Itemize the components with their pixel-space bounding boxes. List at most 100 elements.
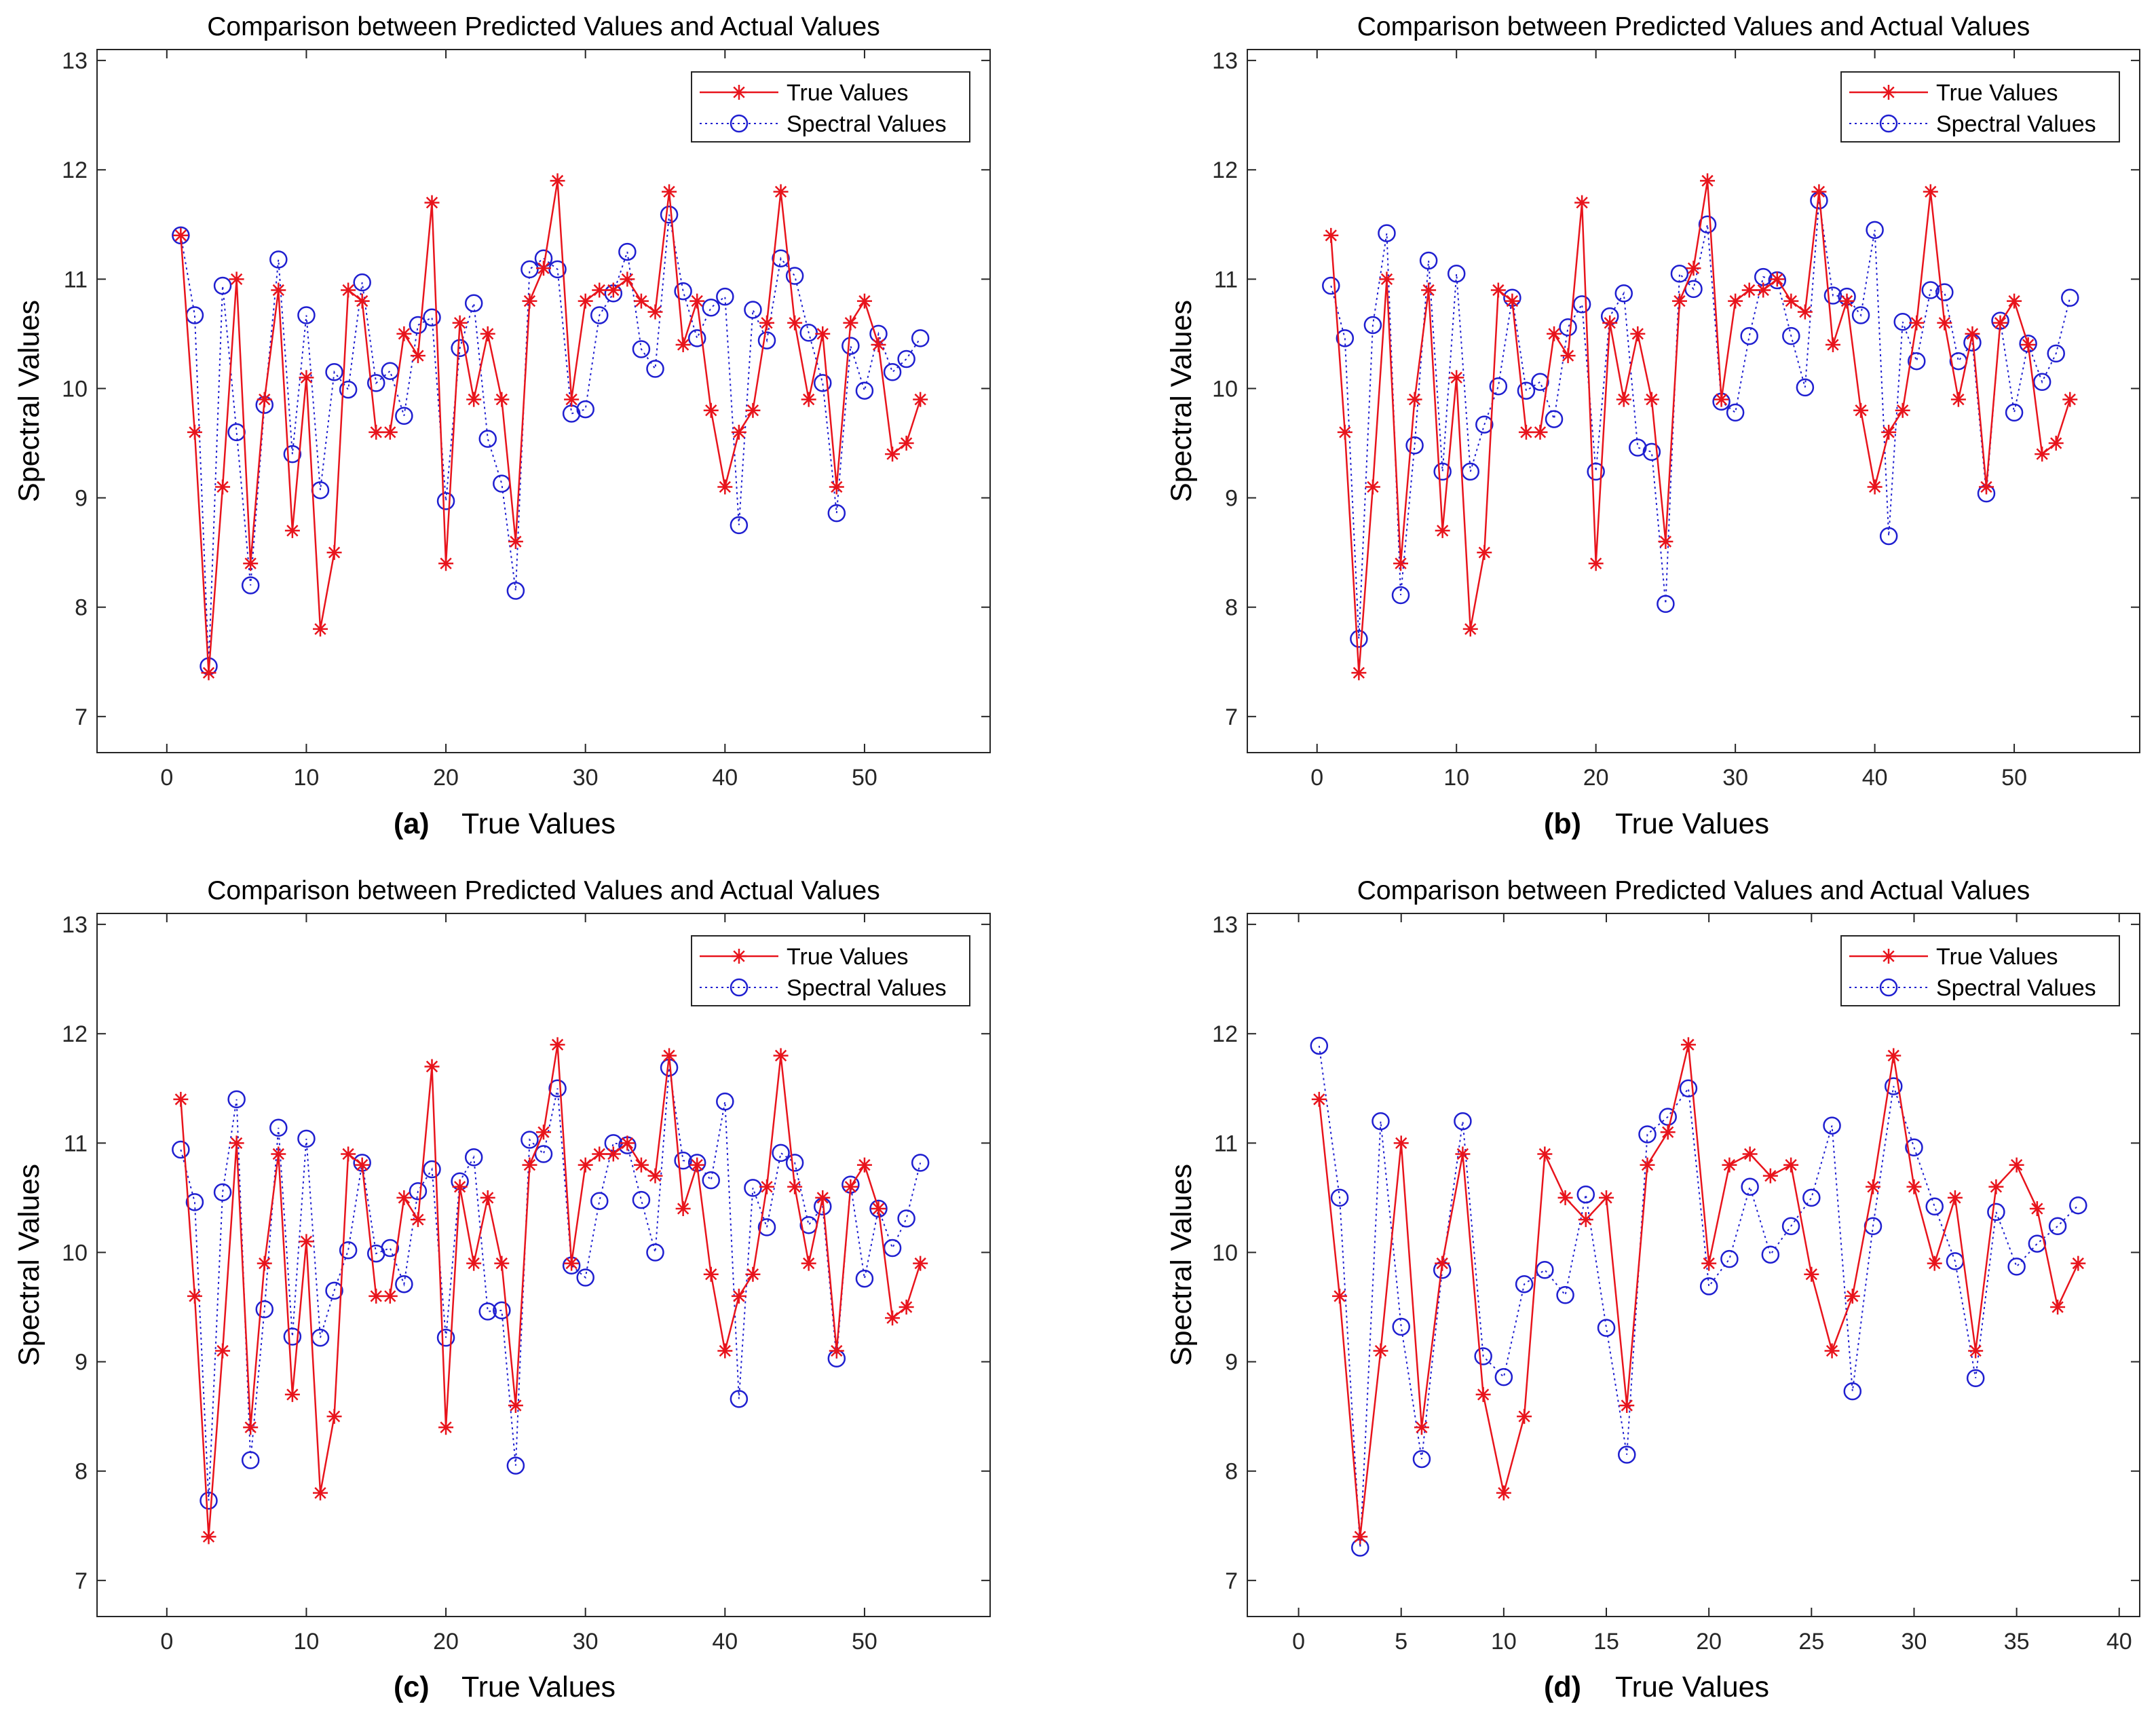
true-value-point	[2070, 1255, 2086, 1271]
spectral-value-point	[1720, 1249, 1739, 1268]
true-value-point	[787, 315, 803, 330]
true-value-point	[1644, 392, 1659, 407]
true-value-point	[341, 282, 356, 298]
spectral-value-point	[436, 492, 455, 510]
x-tick-label: 50	[852, 765, 877, 791]
spectral-value-point	[1638, 1125, 1657, 1144]
spectral-value-point	[1670, 265, 1689, 283]
spectral-value-point	[716, 1092, 734, 1111]
true-value-point	[1560, 348, 1576, 364]
spectral-value-point	[883, 363, 902, 381]
true-value-point	[1839, 293, 1855, 309]
spectral-value-point	[478, 430, 497, 448]
legend-entry: Spectral Values	[1936, 975, 2096, 1001]
true-value-point	[229, 1135, 244, 1151]
x-tick-label: 35	[2004, 1629, 2030, 1655]
true-value-point	[675, 1201, 691, 1217]
legend-entry: True Values	[787, 80, 909, 106]
true-value-point	[1783, 1157, 1799, 1173]
x-tick-label: 50	[2001, 765, 2027, 791]
true-value-point	[284, 1386, 300, 1402]
spectral-value-point	[646, 1243, 664, 1262]
true-value-point	[1797, 304, 1813, 320]
true-value-point	[1923, 184, 1938, 200]
true-value-point	[1475, 1386, 1491, 1402]
spectral-value-point	[1350, 630, 1368, 648]
true-value-point	[326, 1409, 342, 1424]
plot-area	[1247, 913, 2140, 1617]
true-value-point	[480, 326, 495, 341]
true-value-point	[1477, 545, 1492, 561]
legend-box	[691, 935, 970, 1006]
plot-area	[96, 913, 991, 1617]
true-value-point	[647, 1168, 663, 1184]
true-value-point	[382, 1288, 398, 1304]
true-value-point	[1337, 424, 1353, 440]
spectral-value-point	[2007, 1258, 2026, 1276]
true-value-point	[257, 1255, 272, 1271]
spectral-value-point	[730, 516, 749, 535]
y-tick-label: 12	[1212, 1021, 1238, 1047]
y-tick-label: 10	[1212, 1240, 1238, 1266]
spectral-value-point	[1405, 436, 1424, 455]
legend: True Values Spectral Values	[1840, 935, 2120, 1006]
spectral-value-point	[897, 1209, 915, 1228]
spectral-value-point	[869, 1199, 888, 1218]
spectral-value-point	[1531, 373, 1549, 392]
y-tick-label: 8	[75, 1459, 88, 1485]
y-tick-label: 10	[1212, 376, 1238, 402]
x-axis-label: True Values	[1615, 1671, 1769, 1703]
x-axis-label: True Values	[1615, 808, 1769, 840]
true-value-point	[508, 534, 523, 550]
chart-title: Comparison between Predicted Values and …	[207, 12, 880, 41]
spectral-value-point	[1893, 312, 1912, 331]
x-tick-label: 30	[1902, 1629, 1927, 1655]
spectral-value-point	[1322, 276, 1340, 295]
true-value-point	[1906, 1179, 1922, 1194]
true-value-point	[578, 293, 593, 309]
spectral-value-point	[855, 1269, 874, 1288]
true-value-point	[1965, 326, 1980, 341]
legend-circle-icon	[1879, 978, 1898, 997]
true-value-point	[1449, 370, 1464, 385]
true-value-point	[424, 195, 440, 210]
spectral-value-point	[1642, 442, 1661, 461]
true-value-point	[396, 326, 412, 341]
true-value-point	[1811, 184, 1827, 200]
true-value-point	[1353, 1529, 1368, 1545]
true-values-line	[1330, 181, 2071, 673]
true-value-point	[1462, 621, 1478, 637]
true-value-point	[1414, 1420, 1429, 1435]
y-tick-label: 12	[62, 157, 88, 183]
true-value-point	[2020, 337, 2036, 353]
y-tick-label: 11	[1214, 1131, 1238, 1156]
spectral-value-point	[702, 1171, 720, 1190]
spectral-value-point	[367, 374, 385, 392]
true-value-point	[1762, 1168, 1778, 1184]
x-tick-label: 40	[712, 1629, 738, 1655]
true-value-point	[173, 1091, 189, 1107]
true-value-point	[759, 1179, 774, 1194]
y-tick-label: 8	[1225, 1459, 1238, 1485]
true-value-point	[1937, 315, 1952, 330]
spectral-value-point	[772, 1144, 790, 1163]
legend-circle-icon	[1879, 114, 1898, 133]
true-value-point	[913, 392, 928, 407]
chart-title: Comparison between Predicted Values and …	[1357, 12, 2030, 41]
legend-circle-icon	[730, 978, 749, 997]
panel-d: 7 8 9 10 11 12 13 0 5 10 15 20 25 30 35 40 Comparison be…	[1165, 876, 2140, 1703]
y-axis-label: Spectral Values	[1165, 300, 1198, 502]
true-value-point	[703, 1266, 719, 1282]
true-value-point	[2029, 1201, 2045, 1217]
spectral-value-point	[744, 301, 762, 319]
true-value-point	[1783, 293, 1799, 309]
legend-box	[1840, 935, 2120, 1006]
spectral-value-point	[1494, 1367, 1513, 1386]
true-value-point	[1407, 392, 1422, 407]
y-tick-label: 7	[1225, 704, 1238, 730]
spectral-value-point	[618, 242, 637, 261]
true-value-point	[633, 293, 649, 309]
x-tick-label: 25	[1798, 1629, 1824, 1655]
true-value-point	[1619, 1398, 1635, 1414]
spectral-value-point	[409, 316, 428, 335]
